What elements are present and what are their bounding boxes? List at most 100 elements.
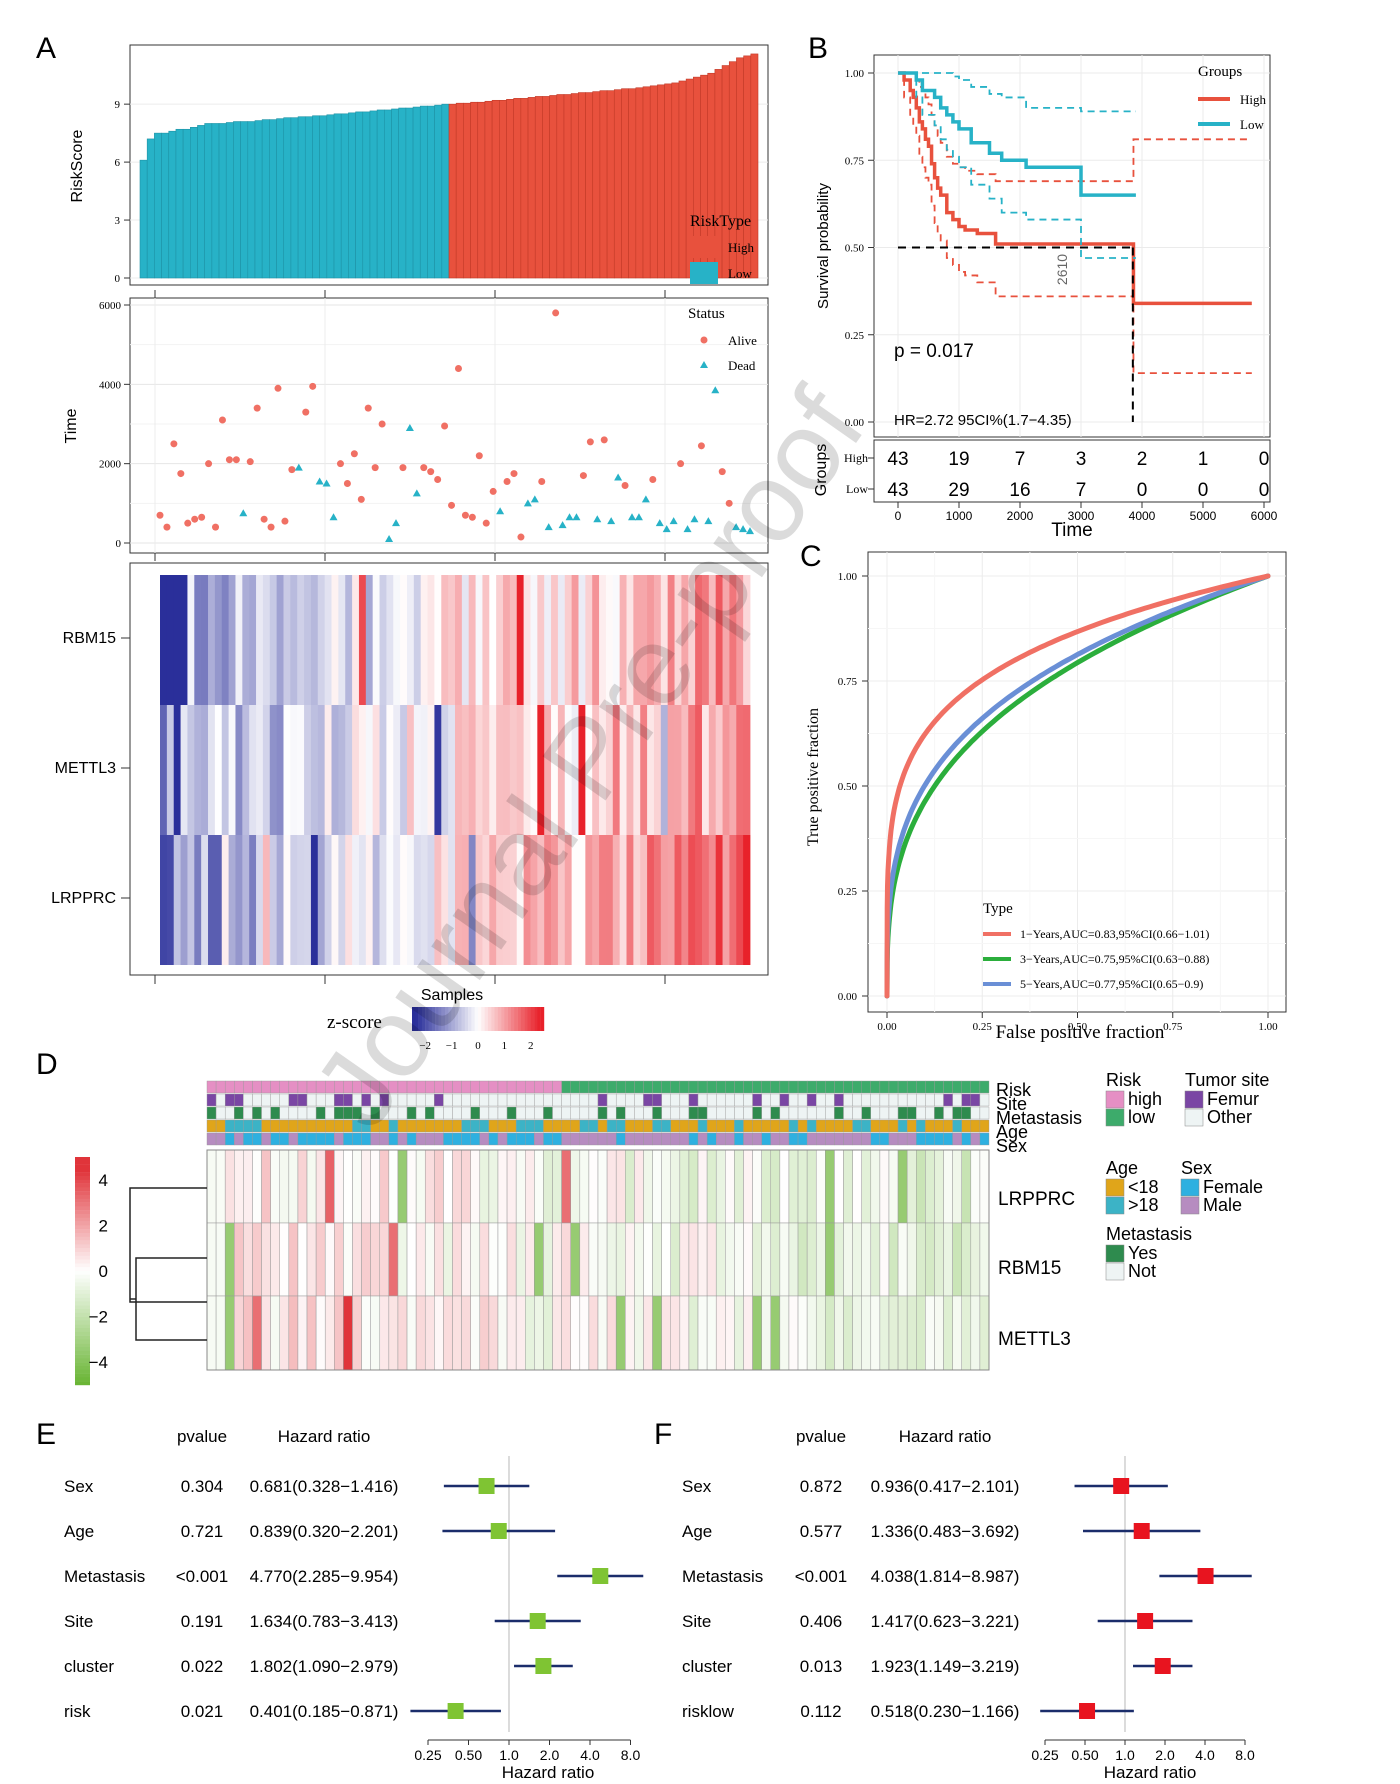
annotation-cell	[234, 1106, 244, 1120]
forest-e-xtick: 8.0	[621, 1747, 641, 1763]
annotation-cell	[925, 1119, 935, 1133]
alive-point	[677, 460, 685, 468]
annotation-cell	[888, 1093, 899, 1107]
annotation-cell	[452, 1119, 462, 1133]
annotation-cell	[806, 1119, 817, 1133]
dead-point	[558, 521, 567, 529]
annotation-cell	[224, 1132, 235, 1146]
heatmap-a-cell	[681, 835, 689, 965]
d-colorbar-step	[75, 1339, 90, 1344]
annotation-cell	[261, 1119, 271, 1133]
alive-point	[371, 464, 379, 472]
panel-label-f: F	[654, 1418, 672, 1451]
annotation-cell	[679, 1119, 690, 1133]
alive-point	[184, 519, 192, 527]
heatmap-d-cell	[343, 1222, 353, 1297]
heatmap-a-cell	[688, 835, 696, 965]
heatmap-a-cell	[516, 835, 525, 965]
annotation-cell	[925, 1106, 935, 1120]
zscore-colorbar-step	[428, 1007, 432, 1031]
status-legend-dead: Dead	[728, 358, 756, 373]
annotation-cell	[261, 1132, 271, 1146]
annotation-cell	[634, 1132, 644, 1146]
annotation-cell	[716, 1119, 726, 1133]
annotation-cell	[615, 1093, 626, 1107]
track-label-sex: Sex	[996, 1136, 1027, 1156]
heatmap-d-cell	[697, 1149, 708, 1224]
roc-xtick: 0.25	[973, 1021, 993, 1033]
d-colorbar-step	[75, 1252, 90, 1256]
annotation-cell	[488, 1132, 499, 1146]
risk-bar	[556, 94, 565, 279]
alive-point	[489, 487, 497, 495]
d-legend-key-other	[1184, 1108, 1204, 1127]
risk-bar	[204, 123, 213, 279]
km-xtick: 4000	[1129, 509, 1156, 523]
heatmap-a-cell	[352, 575, 360, 705]
heatmap-a-cell	[564, 835, 573, 965]
annotation-cell	[288, 1106, 299, 1120]
roc-legend-3y: 3−Years,AUC=0.75,95%CI(0.63−0.88)	[1020, 952, 1209, 966]
heatmap-a-cell	[420, 835, 428, 965]
d-colorbar-step	[75, 1183, 90, 1188]
heatmap-d-cell	[506, 1295, 517, 1371]
dead-point	[239, 509, 248, 517]
km-legend: Groups High Low	[1198, 64, 1267, 132]
annotation-cell	[224, 1093, 235, 1107]
zscore-colorbar-step	[520, 1007, 525, 1031]
heatmap-d-cell	[270, 1222, 280, 1297]
annotation-cell	[761, 1080, 771, 1094]
alive-point	[198, 513, 206, 521]
annotation-cell	[916, 1080, 926, 1094]
km-pvalue: p = 0.017	[894, 341, 974, 362]
heatmap-d-cell	[288, 1295, 299, 1371]
risk-table-count: 43	[887, 480, 908, 501]
forest-plot-univariate: pvalue Hazard ratio Sex 0.304 0.681(0.328−1.…	[64, 1427, 644, 1782]
heatmap-d-cell	[370, 1295, 381, 1371]
heatmap-d-cell	[297, 1295, 308, 1371]
annotation-cell	[206, 1132, 217, 1146]
risktype-legend-key-high	[690, 236, 718, 258]
annotation-cell	[261, 1093, 271, 1107]
heatmap-a-cell	[173, 575, 181, 705]
annotation-cell	[688, 1119, 699, 1133]
risk-bar	[542, 96, 550, 279]
annotation-cell	[534, 1119, 544, 1133]
annotation-cell	[497, 1119, 508, 1133]
heatmap-d-cell	[916, 1295, 926, 1371]
annotation-cell	[443, 1080, 453, 1094]
annotation-cell	[652, 1106, 662, 1120]
heatmap-a-cell	[729, 575, 737, 705]
zscore-colorbar-step	[481, 1007, 485, 1031]
heatmap-a-cell	[324, 705, 332, 835]
risk-bar	[326, 114, 335, 279]
heatmap-a-cell	[455, 835, 463, 965]
d-legend-key-female	[1180, 1178, 1200, 1197]
annotation-cell	[488, 1119, 499, 1133]
heatmap-d-cell	[906, 1149, 917, 1224]
heatmap-a-cell	[331, 835, 339, 965]
forest-e-row-pvalue: 0.721	[181, 1522, 224, 1541]
roc-xlabel: False positive fraction	[996, 1022, 1165, 1043]
heatmap-a-cell	[262, 575, 271, 705]
forest-f-row-label: Metastasis	[682, 1567, 763, 1586]
heatmap-a-cell	[187, 705, 195, 835]
annotation-cell	[788, 1106, 799, 1120]
annotation-cell	[843, 1080, 853, 1094]
annotation-cell	[625, 1119, 635, 1133]
risk-bar	[139, 159, 148, 279]
d-legend-metastasis: Metastasis Yes Not	[1105, 1224, 1192, 1281]
heatmap-a-cell	[242, 835, 250, 965]
annotation-cell	[615, 1080, 626, 1094]
d-colorbar-step	[75, 1255, 90, 1260]
annotation-cell	[788, 1093, 799, 1107]
risk-bar	[455, 102, 464, 279]
heatmap-a-cell	[358, 705, 367, 835]
heatmap-d-cell	[652, 1295, 662, 1371]
heatmap-d-cell	[870, 1295, 881, 1371]
heatmap-a-cell	[262, 835, 271, 965]
risk-bar	[427, 105, 435, 279]
zscore-legend: z-score −2 −1 0 1 2	[327, 1007, 545, 1052]
heatmap-d-cell	[643, 1149, 653, 1224]
heatmap-a-cell	[221, 835, 230, 965]
